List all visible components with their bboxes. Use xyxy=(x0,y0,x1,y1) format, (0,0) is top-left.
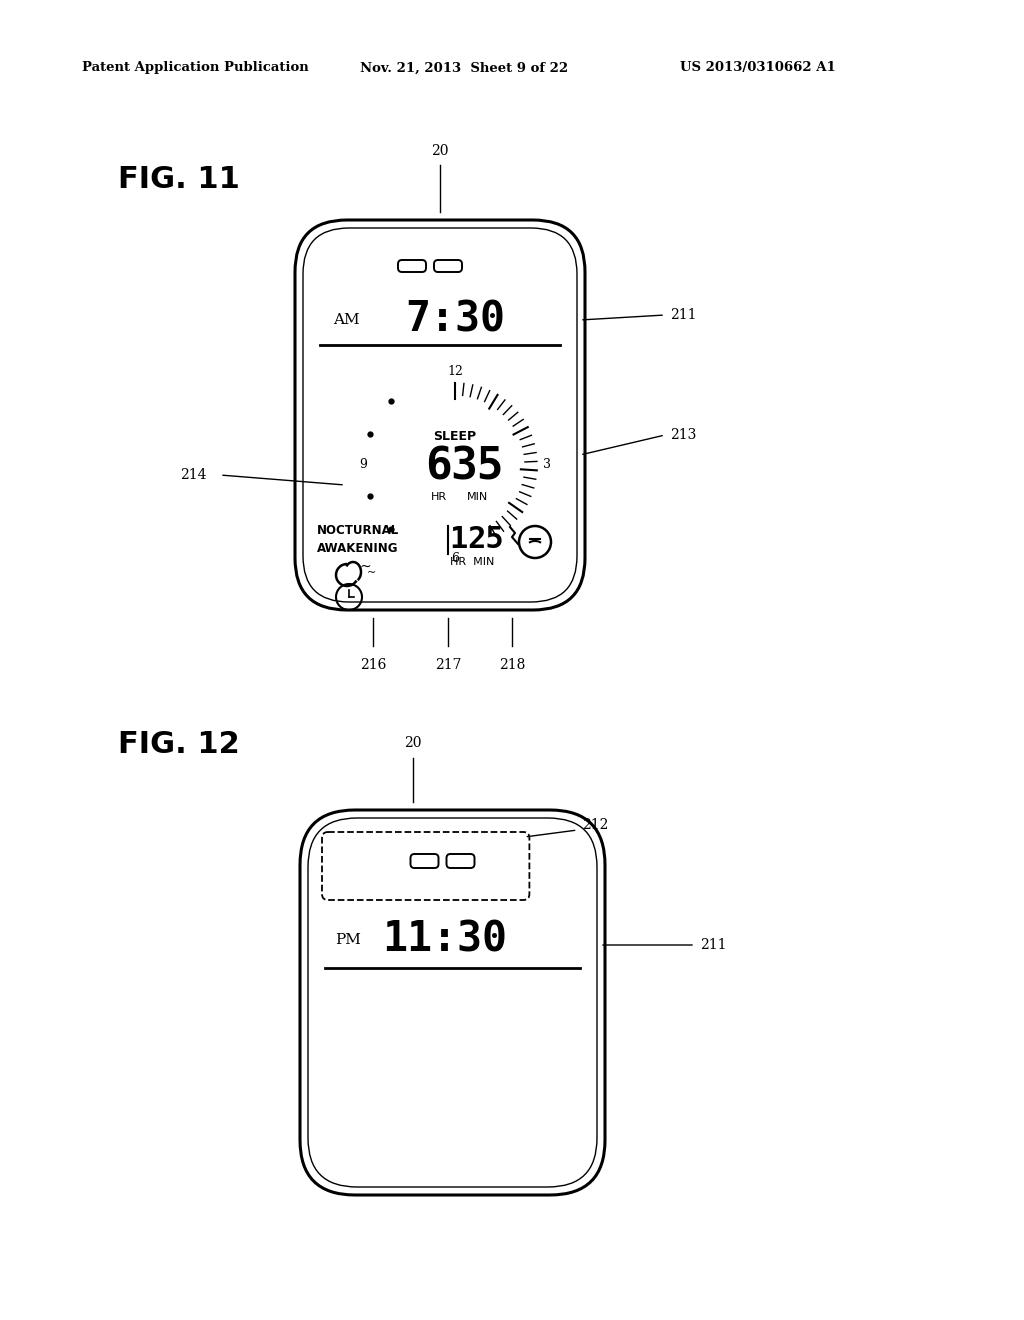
Text: 211: 211 xyxy=(700,939,726,952)
Text: 3: 3 xyxy=(543,458,551,471)
FancyBboxPatch shape xyxy=(300,810,605,1195)
Text: PM: PM xyxy=(335,933,360,946)
Text: US 2013/0310662 A1: US 2013/0310662 A1 xyxy=(680,62,836,74)
FancyBboxPatch shape xyxy=(411,854,438,869)
Text: 1: 1 xyxy=(449,525,467,554)
Text: ~: ~ xyxy=(359,560,371,574)
FancyBboxPatch shape xyxy=(295,220,585,610)
Text: 214: 214 xyxy=(180,469,207,482)
Text: Patent Application Publication: Patent Application Publication xyxy=(82,62,309,74)
Text: 6: 6 xyxy=(451,552,459,565)
Text: 212: 212 xyxy=(583,818,609,832)
Text: FIG. 11: FIG. 11 xyxy=(118,165,240,194)
FancyBboxPatch shape xyxy=(398,260,426,272)
Text: 25: 25 xyxy=(468,525,505,554)
Text: HR  MIN: HR MIN xyxy=(450,557,495,568)
Text: SLEEP: SLEEP xyxy=(433,430,476,444)
Text: HR: HR xyxy=(431,492,447,502)
Text: 218: 218 xyxy=(499,657,525,672)
Text: 6: 6 xyxy=(426,446,453,488)
Text: 9: 9 xyxy=(359,458,367,471)
Text: ~: ~ xyxy=(367,568,376,578)
Text: 211: 211 xyxy=(670,308,696,322)
Text: 20: 20 xyxy=(403,737,421,750)
Text: Nov. 21, 2013  Sheet 9 of 22: Nov. 21, 2013 Sheet 9 of 22 xyxy=(360,62,568,74)
Text: 7:30: 7:30 xyxy=(406,300,505,341)
Text: 216: 216 xyxy=(359,657,386,672)
Text: AM: AM xyxy=(333,313,359,327)
Text: 20: 20 xyxy=(431,144,449,158)
Text: 11:30: 11:30 xyxy=(382,919,507,961)
FancyBboxPatch shape xyxy=(434,260,462,272)
Text: 217: 217 xyxy=(435,657,461,672)
Text: 213: 213 xyxy=(670,428,696,442)
FancyBboxPatch shape xyxy=(446,854,474,869)
Text: 12: 12 xyxy=(447,366,463,378)
Text: 35: 35 xyxy=(451,446,504,488)
Text: AWAKENING: AWAKENING xyxy=(317,541,398,554)
Text: MIN: MIN xyxy=(466,492,487,502)
Text: FIG. 12: FIG. 12 xyxy=(118,730,240,759)
Text: NOCTURNAL: NOCTURNAL xyxy=(317,524,399,536)
